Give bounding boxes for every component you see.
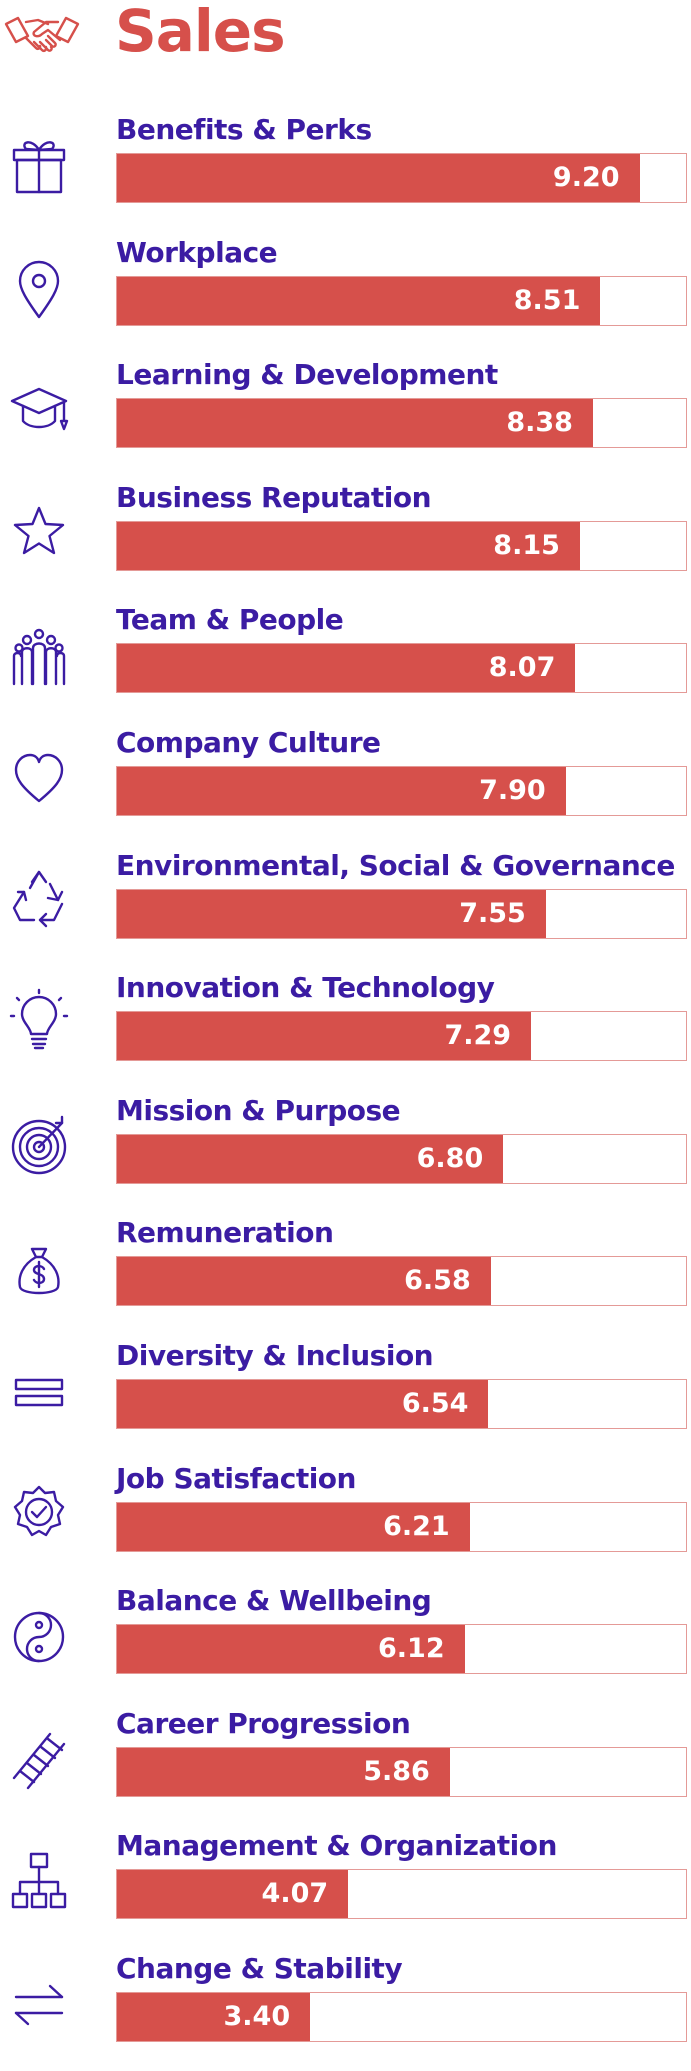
value-label: 6.54	[401, 1388, 469, 1419]
bar-track: 8.38	[116, 398, 687, 449]
bar: 8.38	[117, 399, 593, 448]
bar-row: Company Culture 7.90	[0, 723, 691, 845]
value-label: 7.29	[444, 1020, 512, 1052]
value-label: 6.12	[377, 1633, 445, 1665]
bar-row: Balance & Wellbeing 6.12	[0, 1581, 691, 1703]
category-label: Management & Organization	[116, 1829, 557, 1863]
heart-icon	[10, 745, 68, 811]
bar: 7.29	[117, 1012, 532, 1061]
bar-track: 7.90	[116, 766, 687, 816]
value-label: 5.86	[363, 1755, 430, 1787]
bar-track: 7.29	[116, 1011, 687, 1062]
bar: 8.51	[117, 276, 601, 325]
category-label: Diversity & Inclusion	[116, 1339, 434, 1372]
bar-row: Benefits & Perks 9.20	[0, 110, 691, 232]
category-label: Company Culture	[116, 726, 381, 759]
bar-track: 5.86	[116, 1746, 687, 1797]
ladder-icon	[10, 1726, 68, 1792]
category-label: Innovation & Technology	[116, 971, 495, 1005]
bar: 6.21	[117, 1502, 470, 1551]
lightbulb-icon	[9, 988, 69, 1056]
bar-track: 9.20	[116, 153, 687, 203]
graduation-cap-icon	[10, 377, 69, 443]
equal-bars-icon	[10, 1358, 68, 1424]
value-label: 3.40	[223, 2001, 291, 2032]
bar-track: 6.12	[116, 1624, 687, 1675]
bar-track: 6.80	[116, 1133, 687, 1184]
bar-row: Job Satisfaction 6.21	[0, 1459, 691, 1581]
star-icon	[10, 500, 68, 566]
bar-track: 6.21	[116, 1501, 687, 1552]
bar-track: 6.54	[116, 1379, 687, 1429]
bar-row: Team & People 8.07	[0, 600, 691, 722]
bar: 8.07	[117, 644, 576, 693]
value-label: 7.55	[459, 897, 526, 929]
category-label: Mission & Purpose	[116, 1093, 401, 1127]
bar-track: 8.07	[116, 643, 687, 694]
value-label: 8.51	[513, 284, 581, 316]
value-label: 9.20	[552, 162, 620, 193]
category-label: Career Progression	[116, 1706, 411, 1740]
chart-header: Sales	[0, 0, 691, 70]
bar-track: 8.15	[116, 520, 687, 571]
bar: 6.58	[117, 1257, 491, 1306]
chart-title: Sales	[115, 0, 286, 65]
people-group-icon	[10, 622, 68, 688]
bar-row: Management & Organization 4.07	[0, 1826, 691, 1948]
bar-row: Innovation & Technology 7.29	[0, 968, 691, 1090]
bar: 9.20	[117, 154, 640, 202]
bar-row: Workplace 8.51	[0, 233, 691, 355]
bar-row: Learning & Development 8.38	[0, 355, 691, 477]
bar: 6.12	[117, 1625, 465, 1674]
category-label: Balance & Wellbeing	[116, 1584, 432, 1618]
category-label: Remuneration	[116, 1216, 334, 1250]
bar: 3.40	[117, 1993, 311, 2041]
bar: 7.90	[117, 767, 566, 815]
value-label: 8.07	[488, 652, 556, 684]
target-icon	[10, 1113, 68, 1179]
badge-check-icon	[10, 1481, 68, 1547]
category-label: Job Satisfaction	[116, 1461, 356, 1495]
bar: 5.86	[117, 1747, 450, 1796]
category-label: Team & People	[116, 603, 344, 637]
category-label: Environmental, Social & Governance	[116, 848, 675, 882]
bar: 6.80	[117, 1134, 504, 1183]
bar-row: Remuneration 6.58	[0, 1213, 691, 1335]
gift-icon	[10, 132, 68, 198]
bar-row: Mission & Purpose 6.80	[0, 1091, 691, 1213]
bar-track: 3.40	[116, 1992, 687, 2042]
value-label: 6.21	[383, 1510, 450, 1542]
handshake-icon	[4, 16, 80, 52]
bar-row: Career Progression 5.86	[0, 1704, 691, 1826]
bar-track: 4.07	[116, 1869, 687, 1920]
category-label: Workplace	[116, 235, 278, 269]
bar-row: Diversity & Inclusion 6.54	[0, 1336, 691, 1458]
arrows-exchange-icon	[10, 1971, 68, 2037]
bar-row: Environmental, Social & Governance 7.55	[0, 846, 691, 968]
bar: 6.54	[117, 1380, 489, 1428]
category-label: Benefits & Perks	[116, 113, 372, 146]
category-label: Business Reputation	[116, 480, 432, 514]
location-pin-icon	[10, 255, 68, 321]
value-label: 8.15	[493, 529, 560, 561]
bar-track: 6.58	[116, 1256, 687, 1307]
value-label: 7.90	[479, 775, 546, 806]
org-chart-icon	[10, 1848, 68, 1914]
bar: 4.07	[117, 1870, 349, 1919]
bar-track: 7.55	[116, 888, 687, 939]
value-label: 8.38	[506, 407, 573, 439]
bar-row: Change & Stability 3.40	[0, 1949, 691, 2071]
category-label: Change & Stability	[116, 1952, 403, 1985]
yin-yang-icon	[10, 1603, 68, 1669]
value-label: 4.07	[261, 1878, 329, 1910]
bar-track: 8.51	[116, 275, 687, 326]
bar: 8.15	[117, 521, 580, 570]
bar: 7.55	[117, 889, 546, 938]
value-label: 6.80	[416, 1142, 484, 1174]
recycle-icon	[10, 868, 68, 934]
money-bag-icon	[10, 1235, 68, 1301]
value-label: 6.58	[404, 1265, 471, 1297]
category-label: Learning & Development	[116, 358, 498, 392]
bar-row: Business Reputation 8.15	[0, 478, 691, 600]
